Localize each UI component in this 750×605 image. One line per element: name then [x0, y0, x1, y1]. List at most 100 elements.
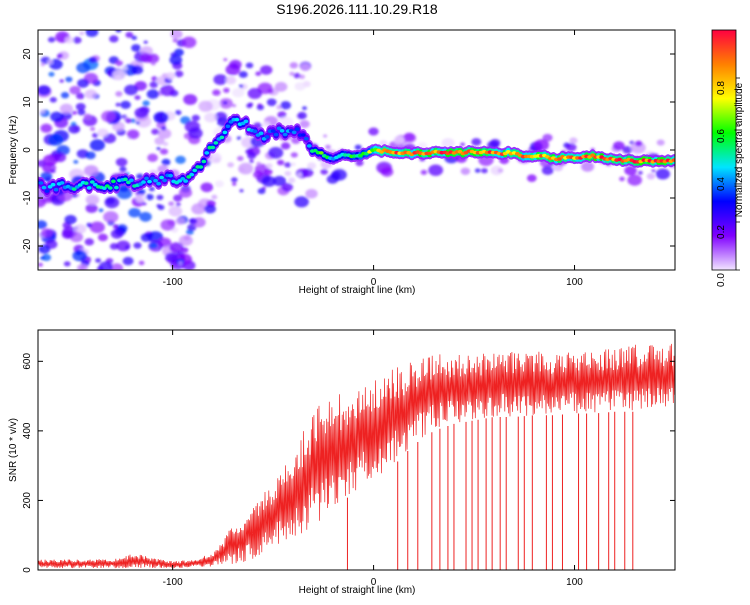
spectrogram-ridge-core [222, 130, 228, 135]
spectrogram-noise-cell [651, 169, 656, 173]
spectrogram-noise-cell [173, 194, 183, 202]
spectrogram-noise-cell [131, 35, 137, 41]
spectrogram-noise-cell [214, 180, 224, 188]
spectrogram-noise-cell [38, 244, 51, 254]
spectrogram-ridge-core [180, 177, 186, 181]
spectrogram-noise-cell [393, 136, 405, 145]
spectrogram-noise-cell [134, 95, 141, 100]
spectrogram-noise-cell [280, 101, 292, 110]
spectrogram-noise-cell [646, 173, 656, 180]
spectrogram-noise-cell [566, 143, 577, 152]
spectrogram-noise-cell [97, 233, 108, 242]
spectrogram-noise-cell [119, 166, 127, 173]
spectrogram-ridge-core [83, 181, 89, 185]
spectrogram-ridge-core [107, 186, 113, 190]
spectrogram-noise-cell [441, 138, 455, 149]
spectrogram-noise-cell [302, 168, 314, 178]
spectrogram-noise-cell [174, 110, 182, 116]
colorbar-ticks: 0.0 0.2 0.4 0.6 0.8 [716, 77, 740, 287]
spectrogram-noise-cell [38, 196, 47, 208]
spectrogram-ridge-core [210, 145, 216, 150]
snr-frame [37, 329, 676, 571]
spectrogram-noise-cell [124, 84, 138, 96]
spectrogram-noise-cell [162, 141, 169, 147]
spectrogram-ridge-core [123, 177, 128, 182]
spectrogram-noise-cell [131, 44, 141, 52]
spectrogram-noise-cell [223, 58, 228, 62]
spectrogram-noise-cell [627, 174, 642, 186]
spectrogram-noise-cell [122, 256, 134, 266]
spectrogram-x-tick-label: 100 [566, 277, 583, 288]
spectrogram-x-ticks: -100 0 100 [163, 30, 583, 288]
spectrogram-ridge-core [186, 175, 192, 179]
spectrogram-noise-cell [204, 112, 218, 123]
spectrogram-noise-cell [105, 197, 115, 205]
spectrogram-noise-cell [39, 109, 45, 114]
spectrogram-ridge-core [228, 120, 234, 124]
spectrogram-noise-cell [256, 161, 262, 166]
snr-x-label: Height of straight line (km) [299, 585, 416, 596]
spectrogram-noise-cell [281, 182, 293, 192]
spectrogram-noise-cell [622, 146, 633, 154]
spectrogram-noise-cell [115, 157, 128, 167]
spectrogram-noise-cell [57, 53, 63, 58]
spectrogram-noise-cell [222, 101, 228, 105]
spectrogram-noise-cell [178, 235, 193, 246]
spectrogram-ridge-core [86, 186, 92, 190]
spectrogram-noise-cell [115, 91, 123, 97]
spectrogram-noise-cell [175, 155, 186, 164]
spectrogram-ridge-core [47, 185, 53, 189]
spectrogram-noise-cell [213, 74, 228, 85]
spectrogram-noise-cell [98, 208, 104, 213]
spectrogram-noise-cell [178, 187, 193, 198]
spectrogram-noise-cell [307, 162, 317, 170]
spectrogram-noise-cell [85, 30, 99, 37]
spectrogram-noise-cell [126, 129, 140, 140]
spectrogram-noise-cell [188, 127, 203, 139]
spectrogram-noise-cell [255, 71, 262, 76]
spectrogram-noise-cell [116, 240, 131, 252]
spectrogram-noise-cell [325, 144, 331, 150]
snr-y-ticks: 0 200 400 600 [22, 353, 675, 573]
spectrogram-ridge [38, 113, 675, 198]
spectrogram-noise-cell [630, 141, 646, 154]
spectrogram-noise-cell [293, 72, 301, 79]
spectrogram-noise-cell [624, 165, 637, 176]
spectrogram-noise-cell [69, 85, 81, 95]
snr-x-tick-label: 100 [566, 577, 583, 588]
spectrogram-ridge-core [243, 119, 249, 124]
spectrogram-noise-cell [115, 102, 121, 107]
spectrogram-ridge-core [44, 189, 50, 193]
spectrogram-noise-cell [77, 78, 89, 88]
spectrogram-noise-cell [237, 156, 244, 161]
spectrogram-ridge-core [153, 178, 159, 183]
spectrogram-noise-cell [74, 224, 87, 234]
spectrogram-noise-cell [90, 126, 96, 131]
spectrogram-noise-cell [41, 228, 53, 238]
spectrogram-ridge-core [273, 132, 279, 137]
spectrogram-noise-cell [59, 79, 64, 83]
spectrogram-noise-cell [131, 65, 144, 75]
snr-y-tick-label: 400 [22, 422, 33, 439]
spectrogram-noise-cell [138, 260, 145, 266]
spectrogram-noise-cell [232, 182, 237, 186]
spectrogram-noise-cell [299, 120, 310, 129]
snr-line [38, 343, 675, 569]
spectrogram-ridge-core [318, 151, 324, 155]
spectrogram-noise-cell [612, 141, 625, 151]
spectrogram-noise-cell [159, 148, 169, 155]
spectrogram-noise-cell [481, 168, 488, 174]
spectrogram-ridge-core [204, 151, 210, 155]
spectrogram-noise-cell [268, 147, 284, 159]
spectrogram-noise-cell [101, 110, 116, 122]
spectrogram-noise-cell [302, 106, 307, 111]
spectrogram-x-label: Height of straight line (km) [299, 285, 416, 296]
spectrogram-noise-cell [294, 82, 306, 91]
spectrogram-y-tick-label: 0 [22, 147, 33, 153]
spectrogram-noise-cell [139, 211, 152, 222]
snr-panel: -100 0 100 0 200 400 600 Height of straight l… [8, 329, 676, 596]
snr-series [38, 343, 675, 570]
spectrogram-ridge-core [198, 165, 204, 169]
spectrogram-noise-cell [533, 139, 550, 151]
